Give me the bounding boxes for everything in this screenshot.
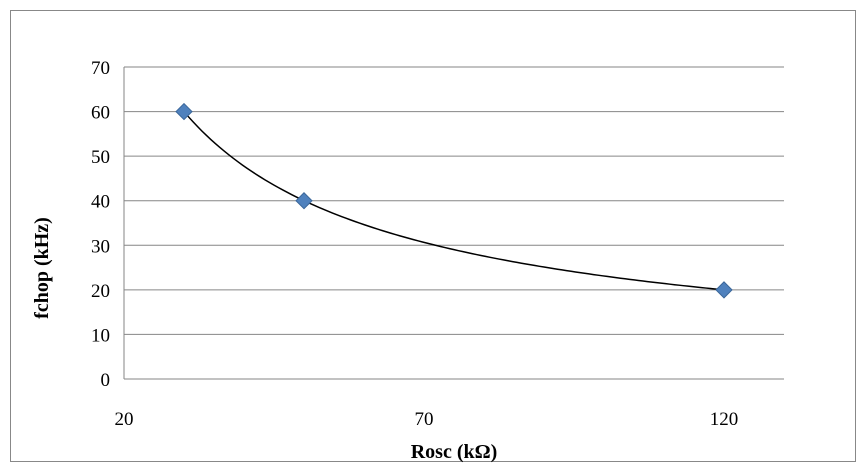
data-point-diamond <box>715 281 733 299</box>
y-tick-label: 20 <box>91 281 110 302</box>
y-tick-label: 70 <box>91 58 110 79</box>
data-point-diamond <box>295 192 313 210</box>
chart-frame <box>10 10 856 462</box>
power-trendline <box>183 111 725 291</box>
x-tick-label: 120 <box>710 409 739 430</box>
y-tick-label: 50 <box>91 147 110 168</box>
y-tick-label: 10 <box>91 325 110 346</box>
data-points <box>175 102 733 299</box>
x-tick-label: 70 <box>415 409 434 430</box>
y-tick-label: 0 <box>101 370 111 391</box>
y-tick-label: 40 <box>91 192 110 213</box>
y-tick-label: 60 <box>91 103 110 124</box>
y-tick-label: 30 <box>91 236 110 257</box>
axes <box>123 67 784 380</box>
gridlines <box>124 66 784 335</box>
x-axis-title: Rosc (kΩ) <box>411 441 498 463</box>
data-point-diamond <box>175 102 193 121</box>
x-tick-label: 20 <box>115 409 134 430</box>
y-tick-labels: 0 10 20 30 40 50 60 70 <box>91 58 110 391</box>
trendline <box>183 111 725 291</box>
x-tick-labels: 20 70 120 <box>115 409 739 430</box>
y-axis-title: fchop (kHz) <box>31 217 53 319</box>
